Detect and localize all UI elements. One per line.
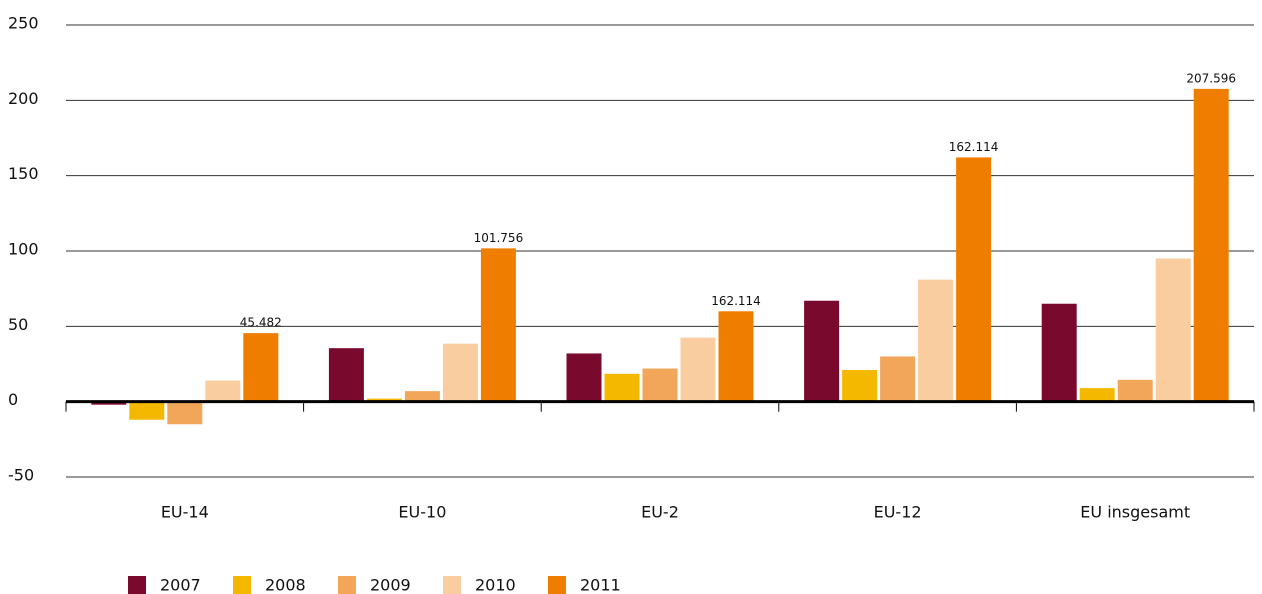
bar: [404, 391, 440, 402]
x-tick-label: EU insgesamt: [1080, 503, 1190, 522]
bar: [804, 300, 840, 402]
bar: [1117, 379, 1153, 402]
legend-swatch: [128, 576, 146, 594]
x-tick-label: EU-12: [874, 503, 922, 522]
legend-label: 2007: [160, 576, 201, 594]
y-tick-label: 250: [8, 14, 39, 33]
annotation: 162.114: [711, 294, 761, 308]
x-tick-label: EU-10: [398, 503, 446, 522]
annotation: 162.114: [949, 140, 999, 154]
bar: [956, 157, 992, 402]
bar: [91, 401, 127, 405]
legend-swatch: [233, 576, 251, 594]
bar: [680, 337, 716, 402]
annotation: 45.482: [240, 316, 282, 330]
bar: [366, 398, 402, 402]
y-tick-label: 0: [8, 390, 18, 409]
bar: [1193, 88, 1229, 402]
bar: [1155, 258, 1191, 402]
bar: [642, 368, 678, 402]
bar: [480, 248, 516, 402]
x-tick-label: EU-14: [161, 503, 209, 522]
bar: [328, 348, 364, 402]
legend-swatch: [443, 576, 461, 594]
legend-swatch: [548, 576, 566, 594]
bar: [243, 333, 279, 402]
bar: [205, 380, 241, 402]
bar: [718, 311, 754, 402]
bar: [918, 279, 954, 402]
bar: [604, 373, 640, 402]
legend-label: 2008: [265, 576, 306, 594]
legend-swatch: [338, 576, 356, 594]
legend-label: 2009: [370, 576, 411, 594]
bar: [167, 401, 203, 425]
y-tick-label: 150: [8, 164, 39, 183]
bar: [129, 401, 165, 420]
annotation: 207.596: [1186, 71, 1236, 85]
legend-label: 2010: [475, 576, 516, 594]
y-tick-label: 200: [8, 89, 39, 108]
bar: [880, 356, 916, 402]
annotation: 101.756: [474, 231, 524, 245]
y-tick-label: -50: [8, 466, 34, 485]
bar: [842, 370, 878, 402]
bar: [442, 343, 478, 402]
y-tick-label: 50: [8, 315, 28, 334]
x-tick-label: EU-2: [641, 503, 679, 522]
y-tick-label: 100: [8, 240, 39, 259]
bar: [1079, 388, 1115, 402]
legend-label: 2011: [580, 576, 621, 594]
bar: [1041, 303, 1077, 402]
bar: [566, 353, 602, 402]
